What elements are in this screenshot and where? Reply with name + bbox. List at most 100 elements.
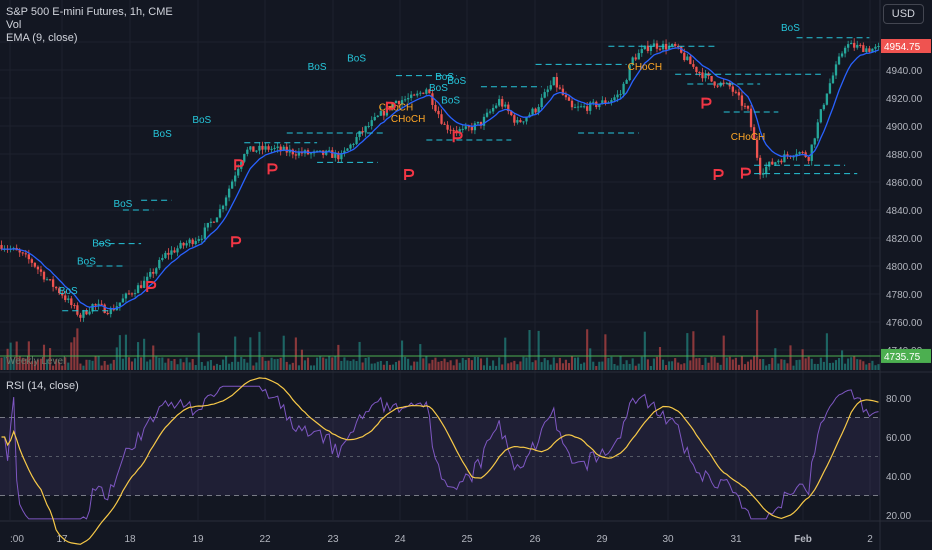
candle-body <box>734 91 738 93</box>
candle <box>470 122 474 134</box>
candle-body <box>658 48 662 50</box>
volume-bar <box>798 359 801 370</box>
candle-body <box>573 107 577 109</box>
structure-lines <box>62 37 870 312</box>
candle <box>252 146 255 152</box>
candle <box>695 66 698 76</box>
candle-body <box>103 304 106 314</box>
candle-body <box>853 42 856 48</box>
candle-body <box>831 75 835 84</box>
volume-bar <box>819 357 822 370</box>
volume-bar <box>237 361 240 370</box>
candle-body <box>846 44 850 48</box>
volume-bar <box>313 365 316 370</box>
candle-body <box>501 99 504 107</box>
volume-bar <box>382 364 385 370</box>
volume-bar <box>388 364 391 370</box>
candle <box>70 295 73 309</box>
volume-bar <box>570 356 574 370</box>
volume-bar <box>610 356 613 370</box>
candle <box>431 89 434 110</box>
volume-bar <box>376 361 379 370</box>
candle-body <box>94 304 97 306</box>
volume-bar <box>176 364 179 370</box>
pivot-marker <box>701 97 712 109</box>
volume-bar <box>473 356 476 370</box>
volume-bar <box>331 357 334 370</box>
candle-body <box>273 147 276 149</box>
candle <box>309 152 313 159</box>
volume-bar <box>850 357 853 370</box>
candle-body <box>701 72 704 79</box>
rsi-ma-line <box>1 377 879 545</box>
candle <box>828 78 832 95</box>
candle-body <box>146 276 149 281</box>
candle <box>501 96 504 110</box>
candle <box>771 158 774 165</box>
candle-body <box>479 121 483 126</box>
volume-bar <box>443 358 446 370</box>
volume-bar <box>385 361 388 370</box>
candle-body <box>546 89 549 93</box>
candle-body <box>419 92 422 94</box>
candle <box>643 45 646 50</box>
rsi-tick-label: 40.00 <box>886 472 911 483</box>
candle <box>191 238 194 247</box>
candle-body <box>567 97 571 101</box>
volume-bar <box>680 364 683 370</box>
volume-bar <box>710 356 713 370</box>
candle <box>610 98 613 106</box>
price-tick-label: 4820.00 <box>886 234 923 245</box>
volume-bar <box>364 358 367 370</box>
candle <box>710 75 713 83</box>
candle-body <box>771 161 774 165</box>
volume-bar <box>285 361 288 370</box>
candle <box>36 265 40 274</box>
volume-bar <box>501 364 504 370</box>
volume-bar <box>337 344 340 370</box>
candle <box>261 141 264 155</box>
volume-bar <box>734 357 737 370</box>
volume-bar <box>844 363 847 370</box>
candle-body <box>206 222 210 228</box>
candle <box>382 109 386 121</box>
time-axis: :00 17 18 19 22 23 24 25 26 29 30 31 Feb 2 <box>10 534 873 545</box>
volume-bar <box>598 361 601 370</box>
volume-bar <box>513 360 516 370</box>
volume-bar <box>215 363 219 370</box>
volume-bar <box>470 360 473 370</box>
candle-body <box>139 285 143 288</box>
volume-bar <box>24 358 27 370</box>
volume-bar <box>658 347 662 370</box>
candle-body <box>252 146 255 152</box>
volume-bar <box>783 359 786 370</box>
volume-bar <box>549 364 552 370</box>
volume-bar <box>558 357 561 370</box>
pivot-marker <box>385 101 396 113</box>
volume-bar <box>0 357 3 370</box>
candle <box>212 221 216 223</box>
candle-body <box>498 99 501 106</box>
volume-bar <box>394 361 398 370</box>
volume-bar <box>185 357 188 370</box>
candle <box>546 85 549 97</box>
volume-bar <box>686 333 689 370</box>
candle-body <box>452 129 455 131</box>
candle <box>370 116 373 130</box>
candle-body <box>710 76 713 82</box>
choch-label: CHoCH <box>391 114 425 125</box>
volume-bar <box>476 357 479 370</box>
volume-bar <box>103 360 106 370</box>
candle <box>21 251 24 256</box>
choch-label: CHoCH <box>379 103 413 114</box>
candle <box>522 121 525 125</box>
volume-bar <box>646 359 649 370</box>
candle <box>713 81 716 89</box>
currency-button[interactable]: USD <box>882 4 924 24</box>
volume-bar <box>580 363 583 370</box>
last-price-badge: 4954.75 <box>884 42 921 53</box>
candle-body <box>704 73 707 79</box>
candle-body <box>865 48 868 53</box>
candle-body <box>476 121 480 124</box>
